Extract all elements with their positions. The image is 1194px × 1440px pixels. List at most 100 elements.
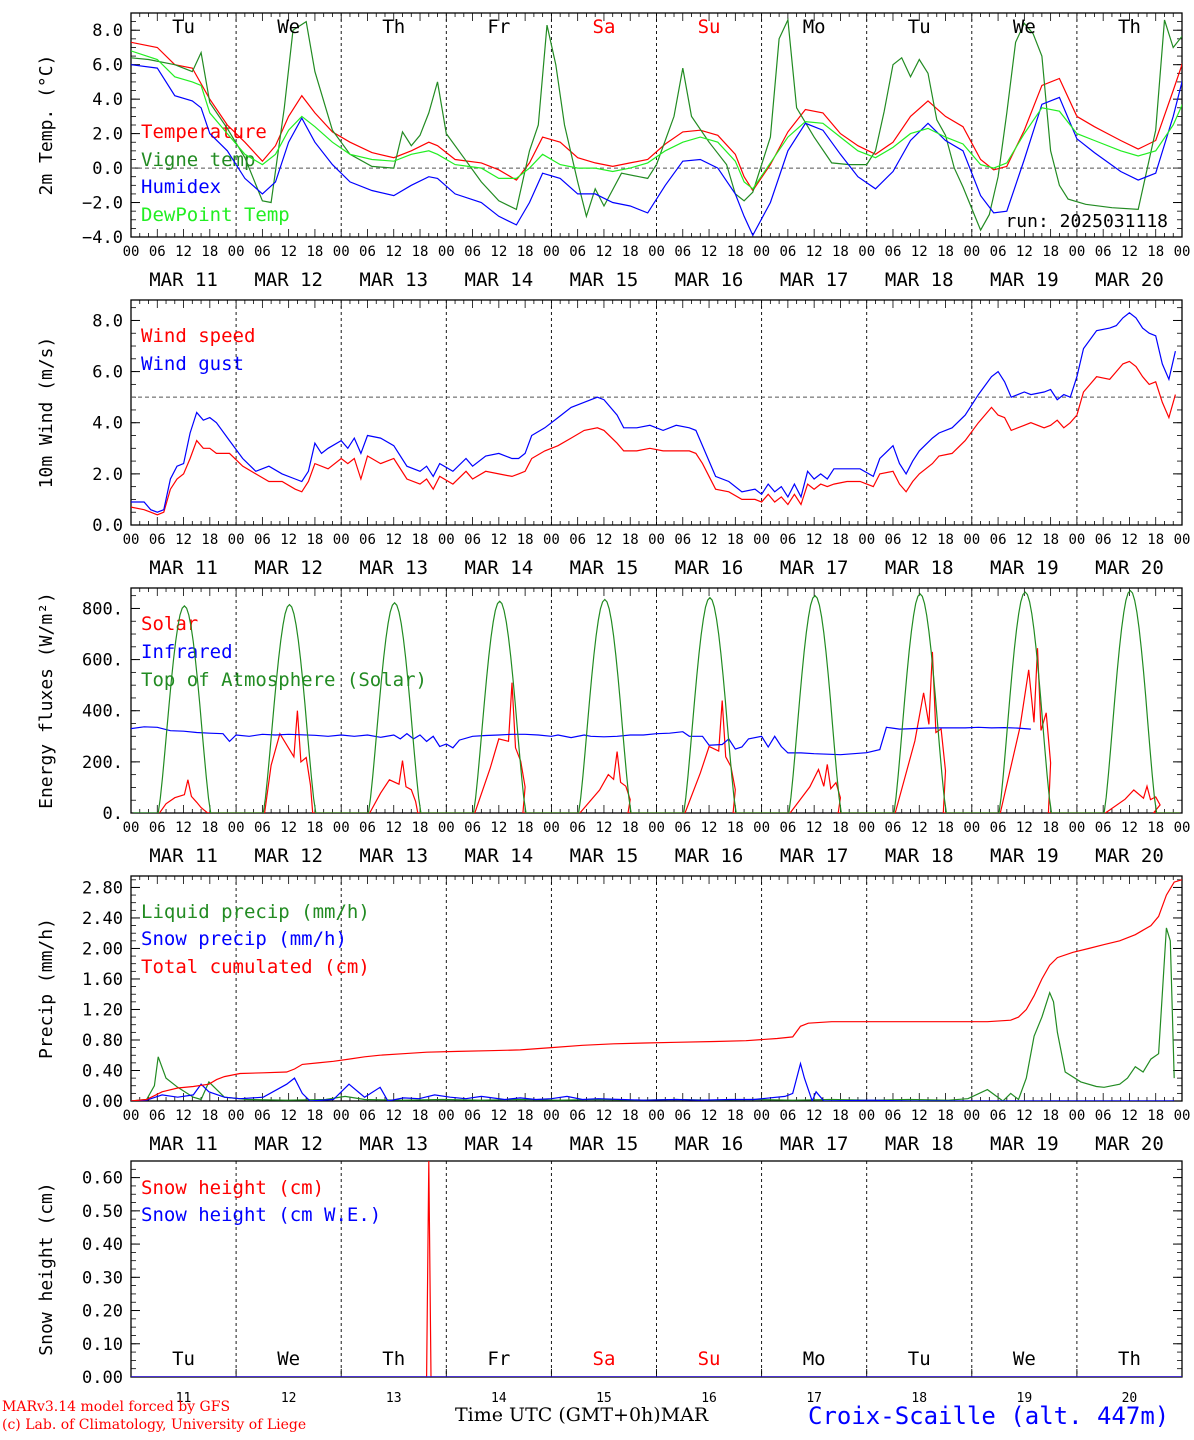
- date-label: MAR 17: [780, 269, 849, 291]
- y-tick-label: 8.0: [92, 21, 123, 41]
- hour-tick-label: 18: [937, 532, 954, 548]
- date-label: MAR 16: [675, 557, 744, 579]
- hour-tick-label: 12: [1121, 820, 1138, 836]
- hour-tick-label: 00: [963, 820, 980, 836]
- weekday-label: Th: [1118, 16, 1141, 38]
- hour-tick-label: 00: [1174, 532, 1191, 548]
- series-snow-precip-mm-h-line: [131, 1061, 1175, 1101]
- legend-series-temperature: Temperature: [141, 121, 267, 143]
- hour-tick-label: 12: [911, 1108, 928, 1124]
- y-tick-label: 0.60: [82, 1169, 123, 1189]
- hour-tick-label: 06: [1095, 244, 1112, 260]
- hour-tick-label: 18: [1042, 244, 1059, 260]
- day-number-label: 14: [491, 1391, 507, 1406]
- weekday-label: Tu: [908, 1348, 931, 1370]
- weekday-label: Fr: [487, 1348, 510, 1370]
- hour-tick-label: 12: [701, 1108, 718, 1124]
- y-tick-label: 4.0: [92, 414, 123, 434]
- y-tick-label: 2.0: [92, 465, 123, 485]
- hour-tick-label: 06: [674, 820, 691, 836]
- hour-tick-label: 18: [727, 1108, 744, 1124]
- hour-tick-label: 06: [885, 244, 902, 260]
- hour-tick-label: 18: [622, 1108, 639, 1124]
- hour-tick-label: 12: [806, 1108, 823, 1124]
- hour-tick-label: 00: [438, 532, 455, 548]
- weekday-label: Sa: [593, 1348, 616, 1370]
- y-tick-label: 800.: [82, 599, 123, 619]
- hour-tick-label: 00: [438, 820, 455, 836]
- hour-tick-label: 06: [990, 1108, 1007, 1124]
- hour-tick-label: 12: [175, 1108, 192, 1124]
- hour-tick-label: 00: [228, 1108, 245, 1124]
- hour-tick-label: 06: [464, 244, 481, 260]
- series-liquid-precip-mm-h-line: [131, 927, 1175, 1101]
- hour-tick-label: 00: [438, 1108, 455, 1124]
- legend-series-solar: Solar: [141, 613, 198, 635]
- series-top-of-atmosphere-solar-line: [133, 589, 1180, 813]
- date-label: MAR 13: [359, 845, 428, 867]
- plot-frame: [130, 299, 1183, 526]
- day-number-label: 18: [911, 1391, 927, 1406]
- date-label: MAR 11: [149, 1133, 218, 1155]
- series-vigne-temp-line: [131, 17, 1182, 232]
- legend-series-wind-speed: Wind speed: [141, 325, 255, 347]
- hour-tick-label: 00: [123, 532, 140, 548]
- hour-tick-label: 00: [648, 820, 665, 836]
- hour-tick-label: 06: [569, 820, 586, 836]
- hour-tick-label: 12: [490, 820, 507, 836]
- y-tick-label: 0.20: [82, 1302, 123, 1322]
- chart-panel-2: 0.0 2.0 4.0 6.0 8.0 10m Wind (m/s) 00 06 12 18 00 0…: [36, 299, 1191, 579]
- date-label: MAR 12: [254, 269, 323, 291]
- chart-panel-1: 8.0 6.0 4.0 2.0 0.0 −2.0 −4.0 2m Temp. (°C) 00 06…: [36, 12, 1190, 291]
- hour-tick-label: 00: [123, 820, 140, 836]
- hour-tick-label: 12: [701, 532, 718, 548]
- hour-tick-label: 06: [464, 532, 481, 548]
- hour-tick-label: 12: [596, 244, 613, 260]
- hour-tick-label: 12: [1016, 1108, 1033, 1124]
- y-tick-label: 0.80: [82, 1031, 123, 1051]
- day-number-label: 13: [386, 1391, 402, 1406]
- date-label: MAR 14: [465, 1133, 534, 1155]
- hour-tick-label: 00: [963, 532, 980, 548]
- weekday-label: Su: [698, 16, 721, 38]
- y-tick-label: −4.0: [82, 228, 123, 248]
- date-label: MAR 20: [1095, 269, 1164, 291]
- hour-tick-label: 12: [911, 532, 928, 548]
- hour-tick-label: 18: [727, 820, 744, 836]
- legend-series-top-of-atmosphere-solar: Top of Atmosphere (Solar): [141, 669, 427, 691]
- date-label: MAR 12: [254, 1133, 323, 1155]
- hour-tick-label: 18: [832, 244, 849, 260]
- hour-tick-label: 06: [254, 820, 271, 836]
- hour-tick-label: 00: [228, 244, 245, 260]
- day-number-label: 17: [806, 1391, 822, 1406]
- y-tick-label: 0.40: [82, 1235, 123, 1255]
- hour-tick-label: 00: [1174, 820, 1191, 836]
- hour-tick-label: 00: [648, 1108, 665, 1124]
- series-solar-line: [159, 648, 1180, 813]
- date-label: MAR 12: [254, 845, 323, 867]
- day-number-label: 11: [176, 1391, 192, 1406]
- hour-tick-label: 06: [149, 244, 166, 260]
- date-label: MAR 11: [149, 557, 218, 579]
- hour-tick-label: 12: [280, 1108, 297, 1124]
- weekday-label: Mo: [803, 16, 826, 38]
- hour-tick-label: 18: [201, 820, 218, 836]
- legend-series-liquid-precip-mm-h: Liquid precip (mm/h): [141, 901, 370, 923]
- weekday-label: Th: [382, 16, 405, 38]
- series-temperature-line: [131, 41, 1182, 192]
- hour-tick-label: 18: [517, 1108, 534, 1124]
- hour-tick-label: 06: [149, 532, 166, 548]
- hour-tick-label: 06: [779, 820, 796, 836]
- date-label: MAR 18: [885, 269, 954, 291]
- hour-tick-label: 06: [1095, 820, 1112, 836]
- date-label: MAR 14: [465, 845, 534, 867]
- hour-tick-label: 06: [359, 532, 376, 548]
- hour-tick-label: 06: [1095, 1108, 1112, 1124]
- x-axis-title: Time UTC (GMT+0h)MAR: [455, 1404, 708, 1426]
- date-label: MAR 18: [885, 845, 954, 867]
- date-label: MAR 16: [675, 1133, 744, 1155]
- weekday-label: We: [1013, 16, 1036, 38]
- series-wind-speed-line: [131, 360, 1176, 516]
- date-label: MAR 12: [254, 557, 323, 579]
- hour-tick-label: 06: [779, 244, 796, 260]
